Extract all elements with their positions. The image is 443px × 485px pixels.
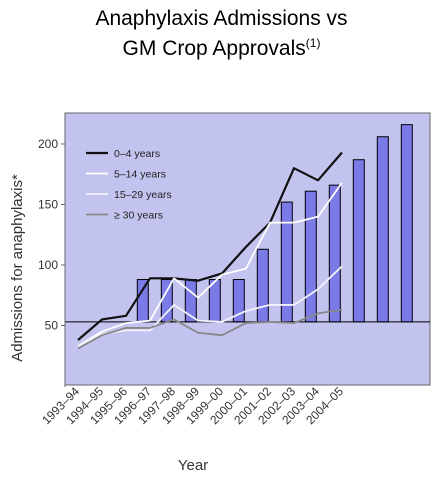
series-lines bbox=[77, 151, 343, 350]
y-tick-label: 200 bbox=[38, 137, 58, 151]
legend-label: 0–4 years bbox=[114, 148, 160, 160]
approval-bar bbox=[280, 201, 293, 323]
approval-bar bbox=[328, 184, 341, 323]
series-line bbox=[77, 308, 343, 350]
approval-bar bbox=[256, 248, 269, 323]
legend-label: ≥ 30 years bbox=[114, 210, 163, 222]
approval-bar bbox=[352, 159, 365, 323]
y-axis-title: Admissions for anaphylaxis* bbox=[9, 174, 26, 362]
y-tick-label: 150 bbox=[38, 198, 58, 212]
x-axis-title: Year bbox=[178, 457, 208, 474]
title-footnote-marker: (1) bbox=[305, 36, 321, 50]
title-line-2-text: GM Crop Approvals bbox=[122, 37, 306, 60]
series-line bbox=[77, 151, 343, 341]
chart-title: Anaphylaxis Admissions vs GM Crop Approv… bbox=[0, 6, 443, 61]
legend: 0–4 years 5–14 years 15–29 years ≥ 30 years bbox=[86, 148, 172, 222]
y-axis: 50 100 150 200 bbox=[38, 137, 65, 333]
title-line-2: GM Crop Approvals(1) bbox=[0, 31, 443, 61]
title-line-1: Anaphylaxis Admissions vs bbox=[95, 7, 348, 30]
plot-background bbox=[65, 113, 430, 385]
approval-bar bbox=[376, 136, 389, 323]
x-axis: 1993–941994–951995–961996–971997–981998–… bbox=[39, 384, 346, 427]
series-line bbox=[77, 182, 343, 347]
series-line bbox=[77, 265, 343, 347]
y-tick-label: 100 bbox=[38, 258, 58, 272]
legend-label: 5–14 years bbox=[114, 169, 166, 181]
approval-bar bbox=[304, 190, 317, 323]
approval-bar bbox=[136, 279, 149, 323]
approval-bar bbox=[400, 124, 413, 323]
legend-label: 15–29 years bbox=[114, 189, 172, 201]
y-tick-label: 50 bbox=[45, 319, 59, 333]
